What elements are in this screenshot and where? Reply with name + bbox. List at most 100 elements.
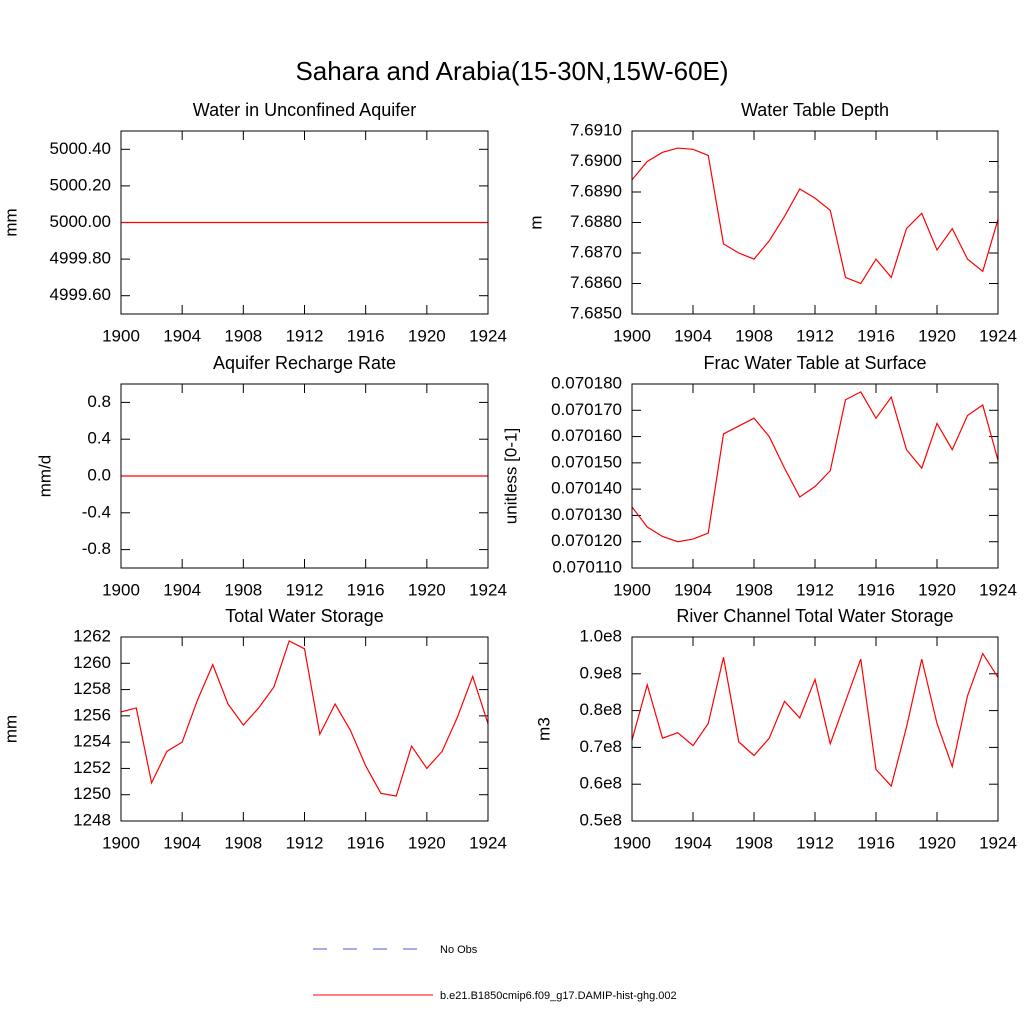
x-tick-label: 1912 bbox=[286, 833, 324, 852]
y-tick-label: 1260 bbox=[73, 653, 111, 672]
y-tick-label: 1252 bbox=[73, 758, 111, 777]
x-tick-label: 1924 bbox=[979, 580, 1017, 599]
x-tick-label: 1924 bbox=[979, 833, 1017, 852]
y-axis-label: m3 bbox=[534, 717, 553, 741]
x-tick-label: 1904 bbox=[163, 833, 201, 852]
x-tick-label: 1916 bbox=[857, 580, 895, 599]
y-axis-label: unitless [0-1] bbox=[501, 428, 520, 524]
x-tick-label: 1916 bbox=[857, 326, 895, 345]
data-line bbox=[631, 147, 999, 285]
plot-frame bbox=[631, 383, 999, 569]
y-tick-label: 0.070170 bbox=[551, 400, 622, 419]
plot-frame bbox=[120, 383, 489, 569]
x-tick-label: 1912 bbox=[796, 580, 834, 599]
x-tick-label: 1924 bbox=[469, 580, 507, 599]
y-tick-label: 7.6860 bbox=[570, 273, 622, 292]
x-tick-label: 1916 bbox=[347, 326, 385, 345]
x-tick-label: 1924 bbox=[469, 326, 507, 345]
y-tick-label: 5000.00 bbox=[50, 212, 111, 231]
y-tick-label: 7.6910 bbox=[570, 120, 622, 139]
x-tick-label: 1916 bbox=[347, 833, 385, 852]
y-tick-label: 4999.60 bbox=[50, 285, 111, 304]
x-tick-label: 1908 bbox=[224, 833, 262, 852]
y-tick-label: 7.6850 bbox=[570, 303, 622, 322]
x-tick-label: 1920 bbox=[918, 833, 956, 852]
x-tick-label: 1908 bbox=[224, 326, 262, 345]
y-axis-label: mm bbox=[1, 208, 20, 236]
x-tick-label: 1904 bbox=[674, 833, 712, 852]
y-tick-label: 0.7e8 bbox=[579, 737, 622, 756]
x-tick-label: 1920 bbox=[408, 326, 446, 345]
x-tick-label: 1908 bbox=[735, 833, 773, 852]
x-tick-label: 1900 bbox=[613, 326, 651, 345]
x-tick-label: 1904 bbox=[674, 580, 712, 599]
y-tick-label: 7.6870 bbox=[570, 242, 622, 261]
x-tick-label: 1920 bbox=[918, 326, 956, 345]
y-tick-label: 0.9e8 bbox=[579, 663, 622, 682]
y-axis-label: m bbox=[526, 215, 545, 229]
y-tick-label: 0.070160 bbox=[551, 426, 622, 445]
x-tick-label: 1916 bbox=[347, 580, 385, 599]
y-tick-label: 1258 bbox=[73, 679, 111, 698]
x-tick-label: 1908 bbox=[735, 580, 773, 599]
legend-label: b.e21.B1850cmip6.f09_g17.DAMIP-hist-ghg.… bbox=[440, 990, 677, 1002]
y-tick-label: 1250 bbox=[73, 784, 111, 803]
data-line bbox=[120, 640, 489, 797]
y-tick-label: 0.070110 bbox=[552, 557, 622, 576]
y-tick-label: 7.6900 bbox=[570, 151, 622, 170]
y-tick-label: 0.070150 bbox=[551, 452, 622, 471]
y-tick-label: 1256 bbox=[73, 705, 111, 724]
panel-title: Water Table Depth bbox=[741, 100, 889, 120]
y-tick-label: 5000.20 bbox=[50, 175, 111, 194]
y-tick-label: 4999.80 bbox=[50, 249, 111, 268]
y-tick-label: 0.070120 bbox=[551, 531, 622, 550]
y-tick-label: 1254 bbox=[73, 732, 111, 751]
x-tick-label: 1916 bbox=[857, 833, 895, 852]
x-tick-label: 1904 bbox=[163, 580, 201, 599]
y-tick-label: 0.0 bbox=[87, 465, 111, 484]
y-axis-label: mm/d bbox=[35, 455, 54, 498]
y-axis-label: mm bbox=[1, 715, 20, 743]
panel-title: Aquifer Recharge Rate bbox=[213, 353, 396, 373]
y-tick-label: 0.070180 bbox=[551, 373, 622, 392]
x-tick-label: 1900 bbox=[102, 833, 140, 852]
x-tick-label: 1912 bbox=[796, 833, 834, 852]
x-tick-label: 1900 bbox=[102, 326, 140, 345]
panel-title: Frac Water Table at Surface bbox=[703, 353, 926, 373]
x-tick-label: 1900 bbox=[613, 580, 651, 599]
x-tick-label: 1912 bbox=[286, 580, 324, 599]
y-tick-label: -0.4 bbox=[82, 502, 111, 521]
data-line bbox=[631, 652, 999, 788]
panel-title: Total Water Storage bbox=[225, 606, 383, 626]
x-tick-label: 1924 bbox=[979, 326, 1017, 345]
panel-title: Water in Unconfined Aquifer bbox=[193, 100, 416, 120]
x-tick-label: 1904 bbox=[163, 326, 201, 345]
x-tick-label: 1920 bbox=[408, 833, 446, 852]
y-tick-label: 1262 bbox=[73, 626, 111, 645]
y-tick-label: 0.6e8 bbox=[579, 774, 622, 793]
x-tick-label: 1912 bbox=[796, 326, 834, 345]
x-tick-label: 1908 bbox=[224, 580, 262, 599]
y-tick-label: 5000.40 bbox=[50, 139, 111, 158]
y-tick-label: 0.4 bbox=[87, 429, 111, 448]
y-tick-label: 7.6890 bbox=[570, 181, 622, 200]
plot-frame bbox=[120, 636, 489, 822]
data-line bbox=[631, 391, 999, 543]
y-tick-label: 7.6880 bbox=[570, 212, 622, 231]
x-tick-label: 1912 bbox=[286, 326, 324, 345]
x-tick-label: 1924 bbox=[469, 833, 507, 852]
figure-title: Sahara and Arabia(15-30N,15W-60E) bbox=[295, 56, 728, 86]
y-tick-label: 0.5e8 bbox=[579, 810, 622, 829]
legend-label: No Obs bbox=[440, 944, 478, 956]
y-tick-label: 0.070140 bbox=[551, 479, 622, 498]
y-tick-label: 1248 bbox=[73, 810, 111, 829]
x-tick-label: 1900 bbox=[613, 833, 651, 852]
plot-frame bbox=[120, 130, 489, 315]
y-tick-label: 0.8 bbox=[87, 392, 111, 411]
y-tick-label: 0.070130 bbox=[551, 505, 622, 524]
x-tick-label: 1920 bbox=[918, 580, 956, 599]
x-tick-label: 1908 bbox=[735, 326, 773, 345]
plot-frame bbox=[631, 130, 999, 315]
x-tick-label: 1900 bbox=[102, 580, 140, 599]
